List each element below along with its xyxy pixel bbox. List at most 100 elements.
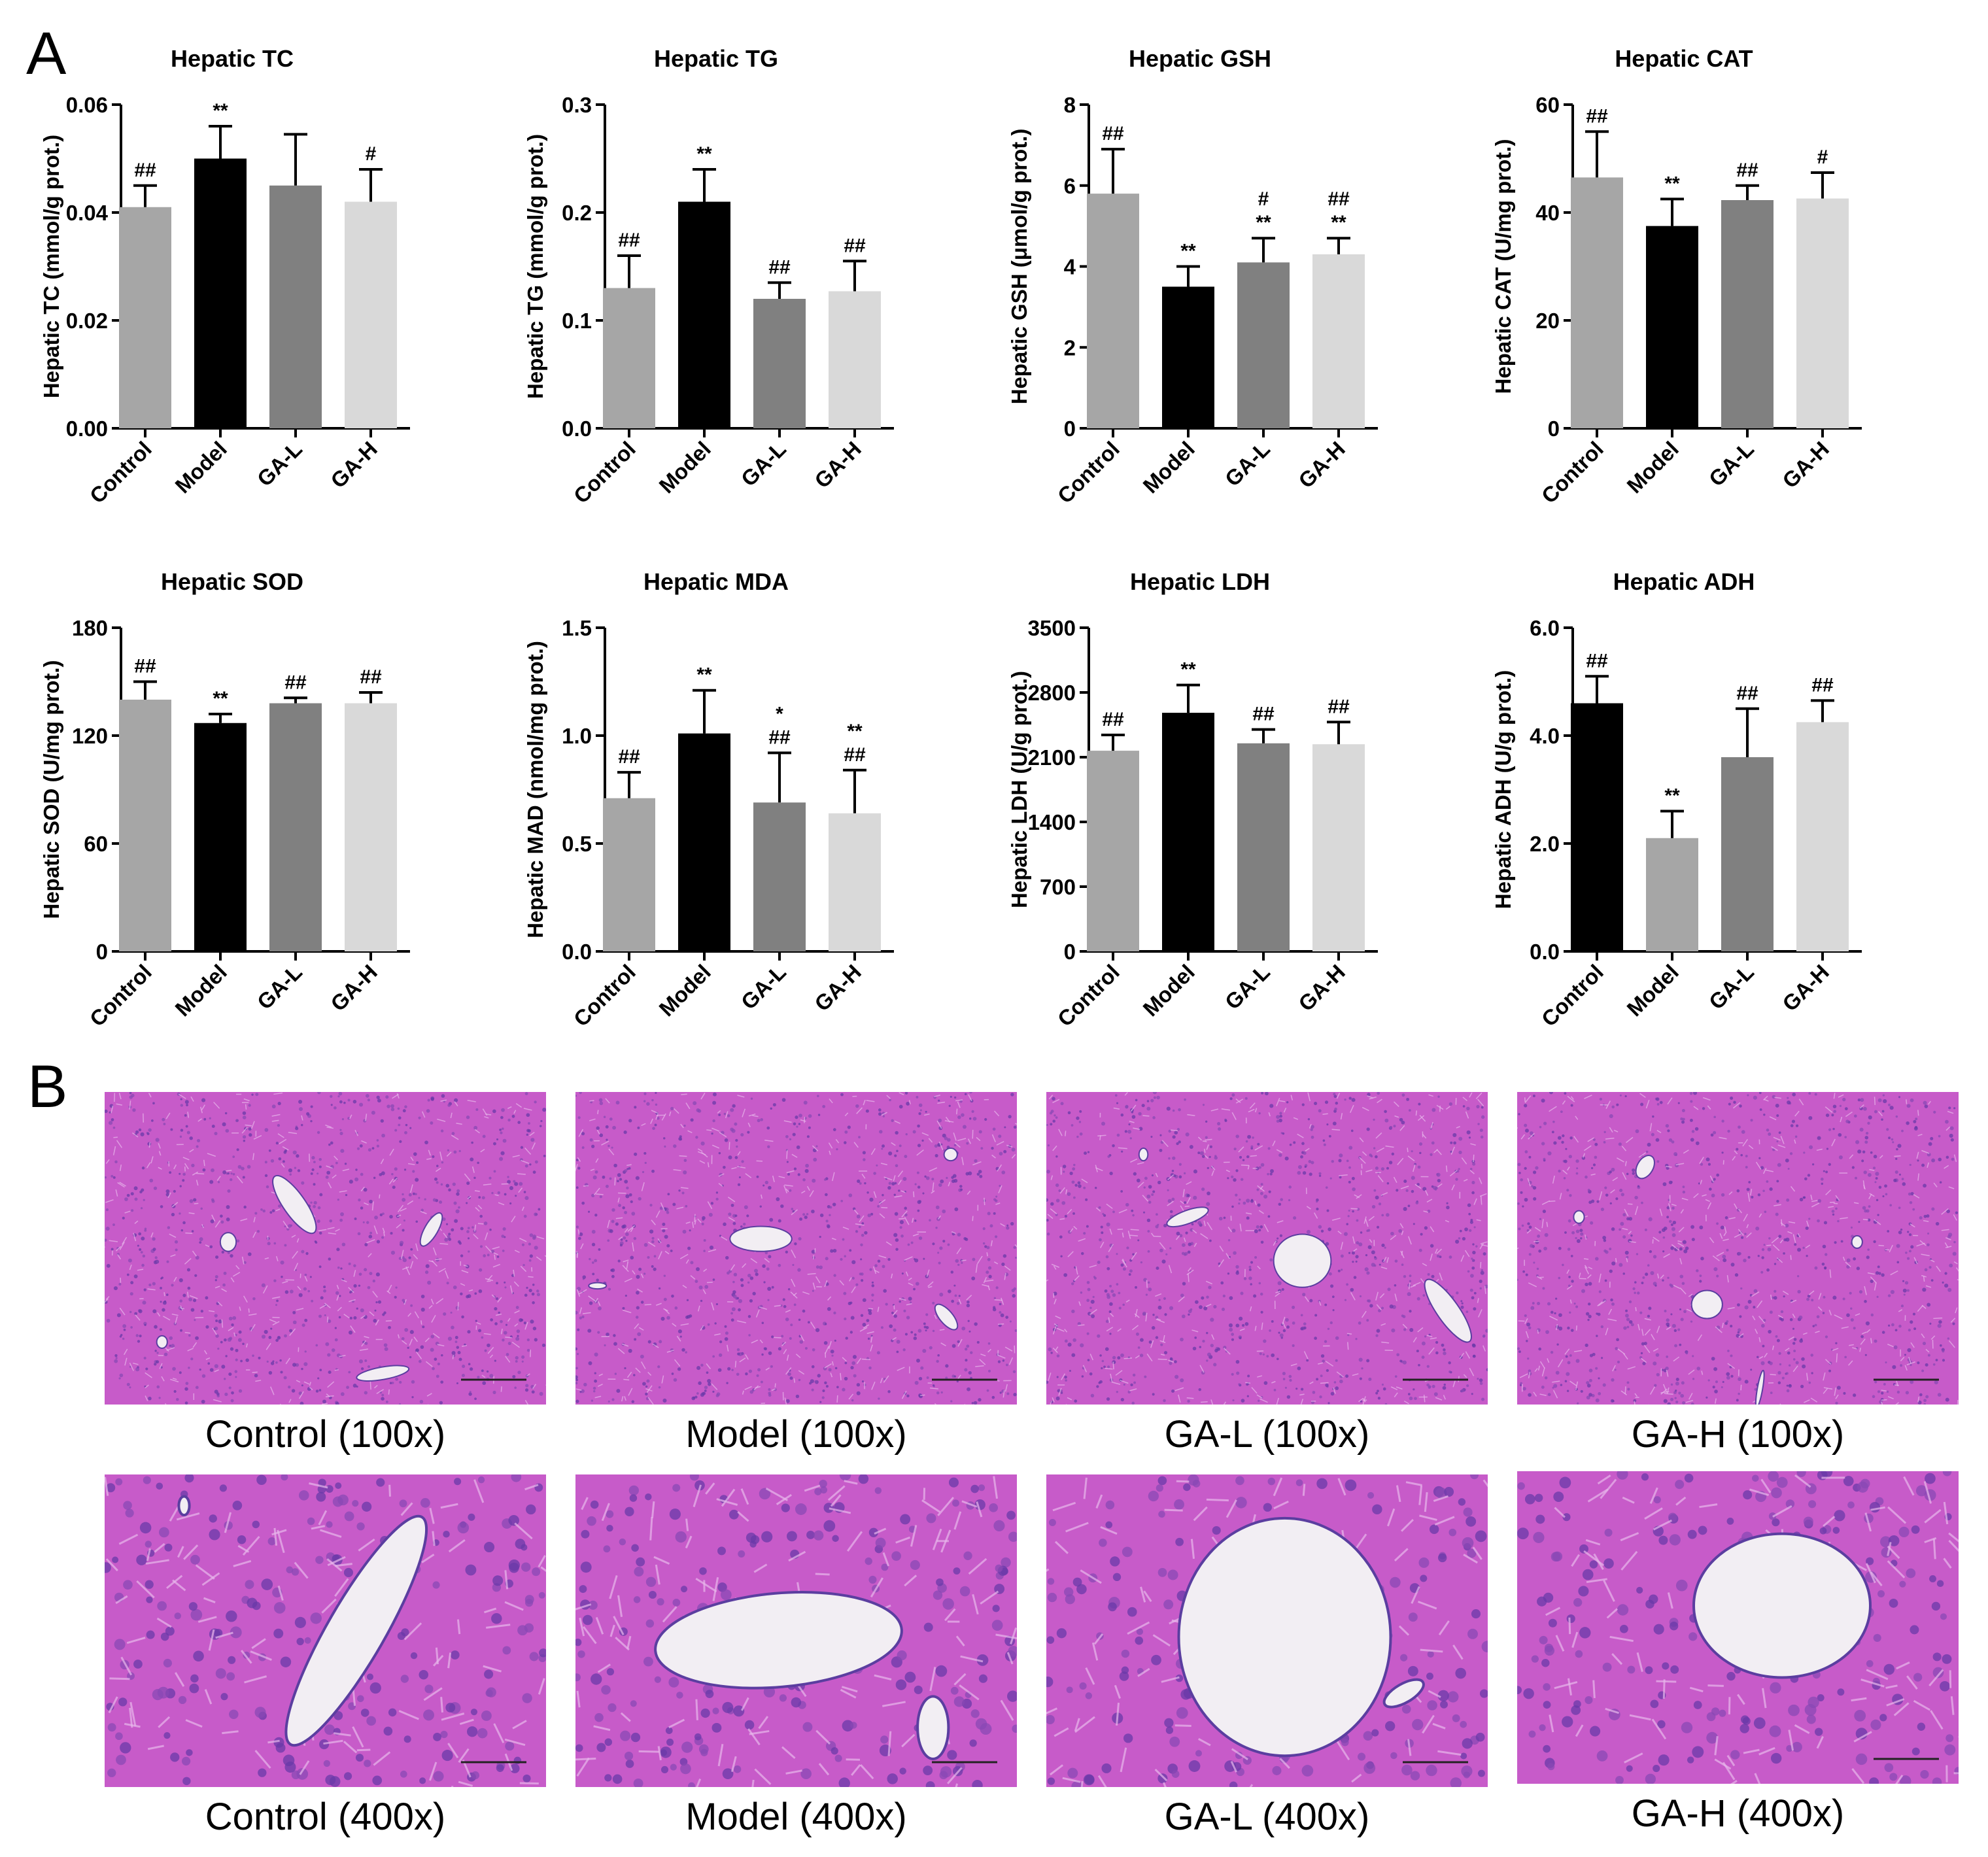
nucleus	[530, 1138, 535, 1142]
nucleus	[1359, 1377, 1362, 1380]
nucleus	[1014, 1256, 1017, 1259]
sinusoid	[598, 1301, 601, 1306]
nucleus	[1411, 1189, 1414, 1193]
sinusoid	[492, 1246, 500, 1250]
nucleus	[789, 1337, 792, 1340]
x-tick-label: Control	[569, 437, 640, 508]
sinusoid	[1250, 1155, 1257, 1157]
nucleus	[1417, 1165, 1421, 1169]
nucleus	[1870, 1151, 1873, 1154]
nucleus	[1745, 1166, 1748, 1168]
sinusoid	[296, 1380, 301, 1383]
sinusoid	[1390, 1386, 1398, 1391]
nucleus	[1671, 1233, 1676, 1237]
nucleus	[1132, 1253, 1135, 1256]
significance-annotation: ##	[1586, 650, 1608, 672]
nucleus	[825, 1385, 829, 1388]
nucleus	[918, 1103, 923, 1108]
sinusoid	[624, 1228, 628, 1233]
nucleus	[918, 1112, 921, 1116]
nucleus	[1665, 1367, 1669, 1371]
nucleus	[111, 1174, 114, 1178]
nucleus	[906, 1102, 910, 1106]
nucleus	[590, 1100, 593, 1104]
nucleus	[1874, 1110, 1877, 1114]
nucleus	[1614, 1369, 1617, 1371]
sinusoid	[597, 1384, 603, 1388]
nucleus	[575, 1310, 578, 1315]
sinusoid	[1081, 1178, 1088, 1184]
nucleus	[242, 1116, 247, 1119]
sinusoid	[1108, 1317, 1110, 1323]
y-tick-label: 0.00	[66, 417, 108, 441]
sinusoid	[1314, 1212, 1318, 1219]
nucleus	[1611, 1303, 1615, 1306]
nucleus	[1297, 1165, 1302, 1169]
y-axis-label: Hepatic ADH (U/g prot.)	[1491, 670, 1515, 909]
nucleus	[1095, 1187, 1097, 1189]
sinusoid	[1461, 1157, 1467, 1165]
nucleus	[251, 1093, 254, 1096]
sinusoid	[145, 1372, 152, 1378]
nucleus	[1159, 1134, 1162, 1136]
sinusoid	[304, 1276, 308, 1282]
nucleus	[995, 1195, 998, 1198]
sinusoid	[1352, 1373, 1359, 1376]
sinusoid	[133, 1362, 139, 1365]
nucleus	[199, 1368, 201, 1371]
nucleus	[796, 1125, 798, 1128]
nucleus	[1282, 1378, 1286, 1380]
nucleus	[1602, 1236, 1607, 1240]
nucleus	[575, 1186, 579, 1189]
nucleus	[303, 1287, 307, 1291]
nucleus	[1103, 1365, 1106, 1369]
nucleus	[419, 1399, 424, 1404]
nucleus	[858, 1225, 861, 1229]
nucleus	[1077, 1321, 1082, 1326]
nucleus	[785, 1399, 790, 1403]
nucleus	[1347, 1215, 1350, 1218]
sinusoid	[1470, 1143, 1476, 1146]
sinusoid	[742, 1108, 746, 1117]
nucleus	[488, 1176, 492, 1180]
sinusoid	[252, 1231, 256, 1238]
nucleus	[790, 1323, 793, 1327]
nucleus	[143, 1199, 145, 1201]
nucleus	[712, 1355, 715, 1358]
nucleus	[277, 1102, 281, 1106]
nucleus	[349, 1316, 352, 1320]
sinusoid	[1100, 1241, 1105, 1248]
nucleus	[1864, 1354, 1867, 1356]
nucleus	[822, 1389, 825, 1393]
nucleus	[182, 1172, 186, 1176]
sinusoid	[1305, 1296, 1309, 1303]
nucleus	[1326, 1123, 1329, 1126]
nucleus	[1877, 1265, 1880, 1269]
sinusoid	[856, 1107, 863, 1114]
y-tick-label: 2100	[1028, 745, 1076, 770]
nucleus	[1001, 1170, 1006, 1174]
nucleus	[1288, 1374, 1292, 1378]
nucleus	[1867, 1173, 1872, 1177]
nucleus	[740, 1278, 744, 1282]
nucleus	[1535, 1166, 1539, 1170]
nucleus	[165, 1193, 170, 1197]
significance-annotation: ##	[1102, 123, 1124, 145]
nucleus	[637, 1332, 642, 1337]
nucleus	[712, 1119, 715, 1123]
nucleus	[402, 1197, 406, 1202]
nucleus	[1778, 1352, 1781, 1355]
nucleus	[532, 1301, 535, 1304]
nucleus	[1143, 1186, 1146, 1189]
nucleus	[1528, 1225, 1532, 1229]
nucleus	[888, 1182, 892, 1185]
nucleus	[1456, 1291, 1459, 1295]
nucleus	[284, 1225, 286, 1228]
sinusoid	[1067, 1208, 1072, 1214]
nucleus	[1632, 1168, 1636, 1172]
nucleus	[519, 1318, 523, 1322]
nucleus	[1320, 1229, 1324, 1233]
nucleus	[1471, 1257, 1473, 1260]
nucleus	[539, 1125, 542, 1127]
sinusoid	[928, 1286, 933, 1288]
